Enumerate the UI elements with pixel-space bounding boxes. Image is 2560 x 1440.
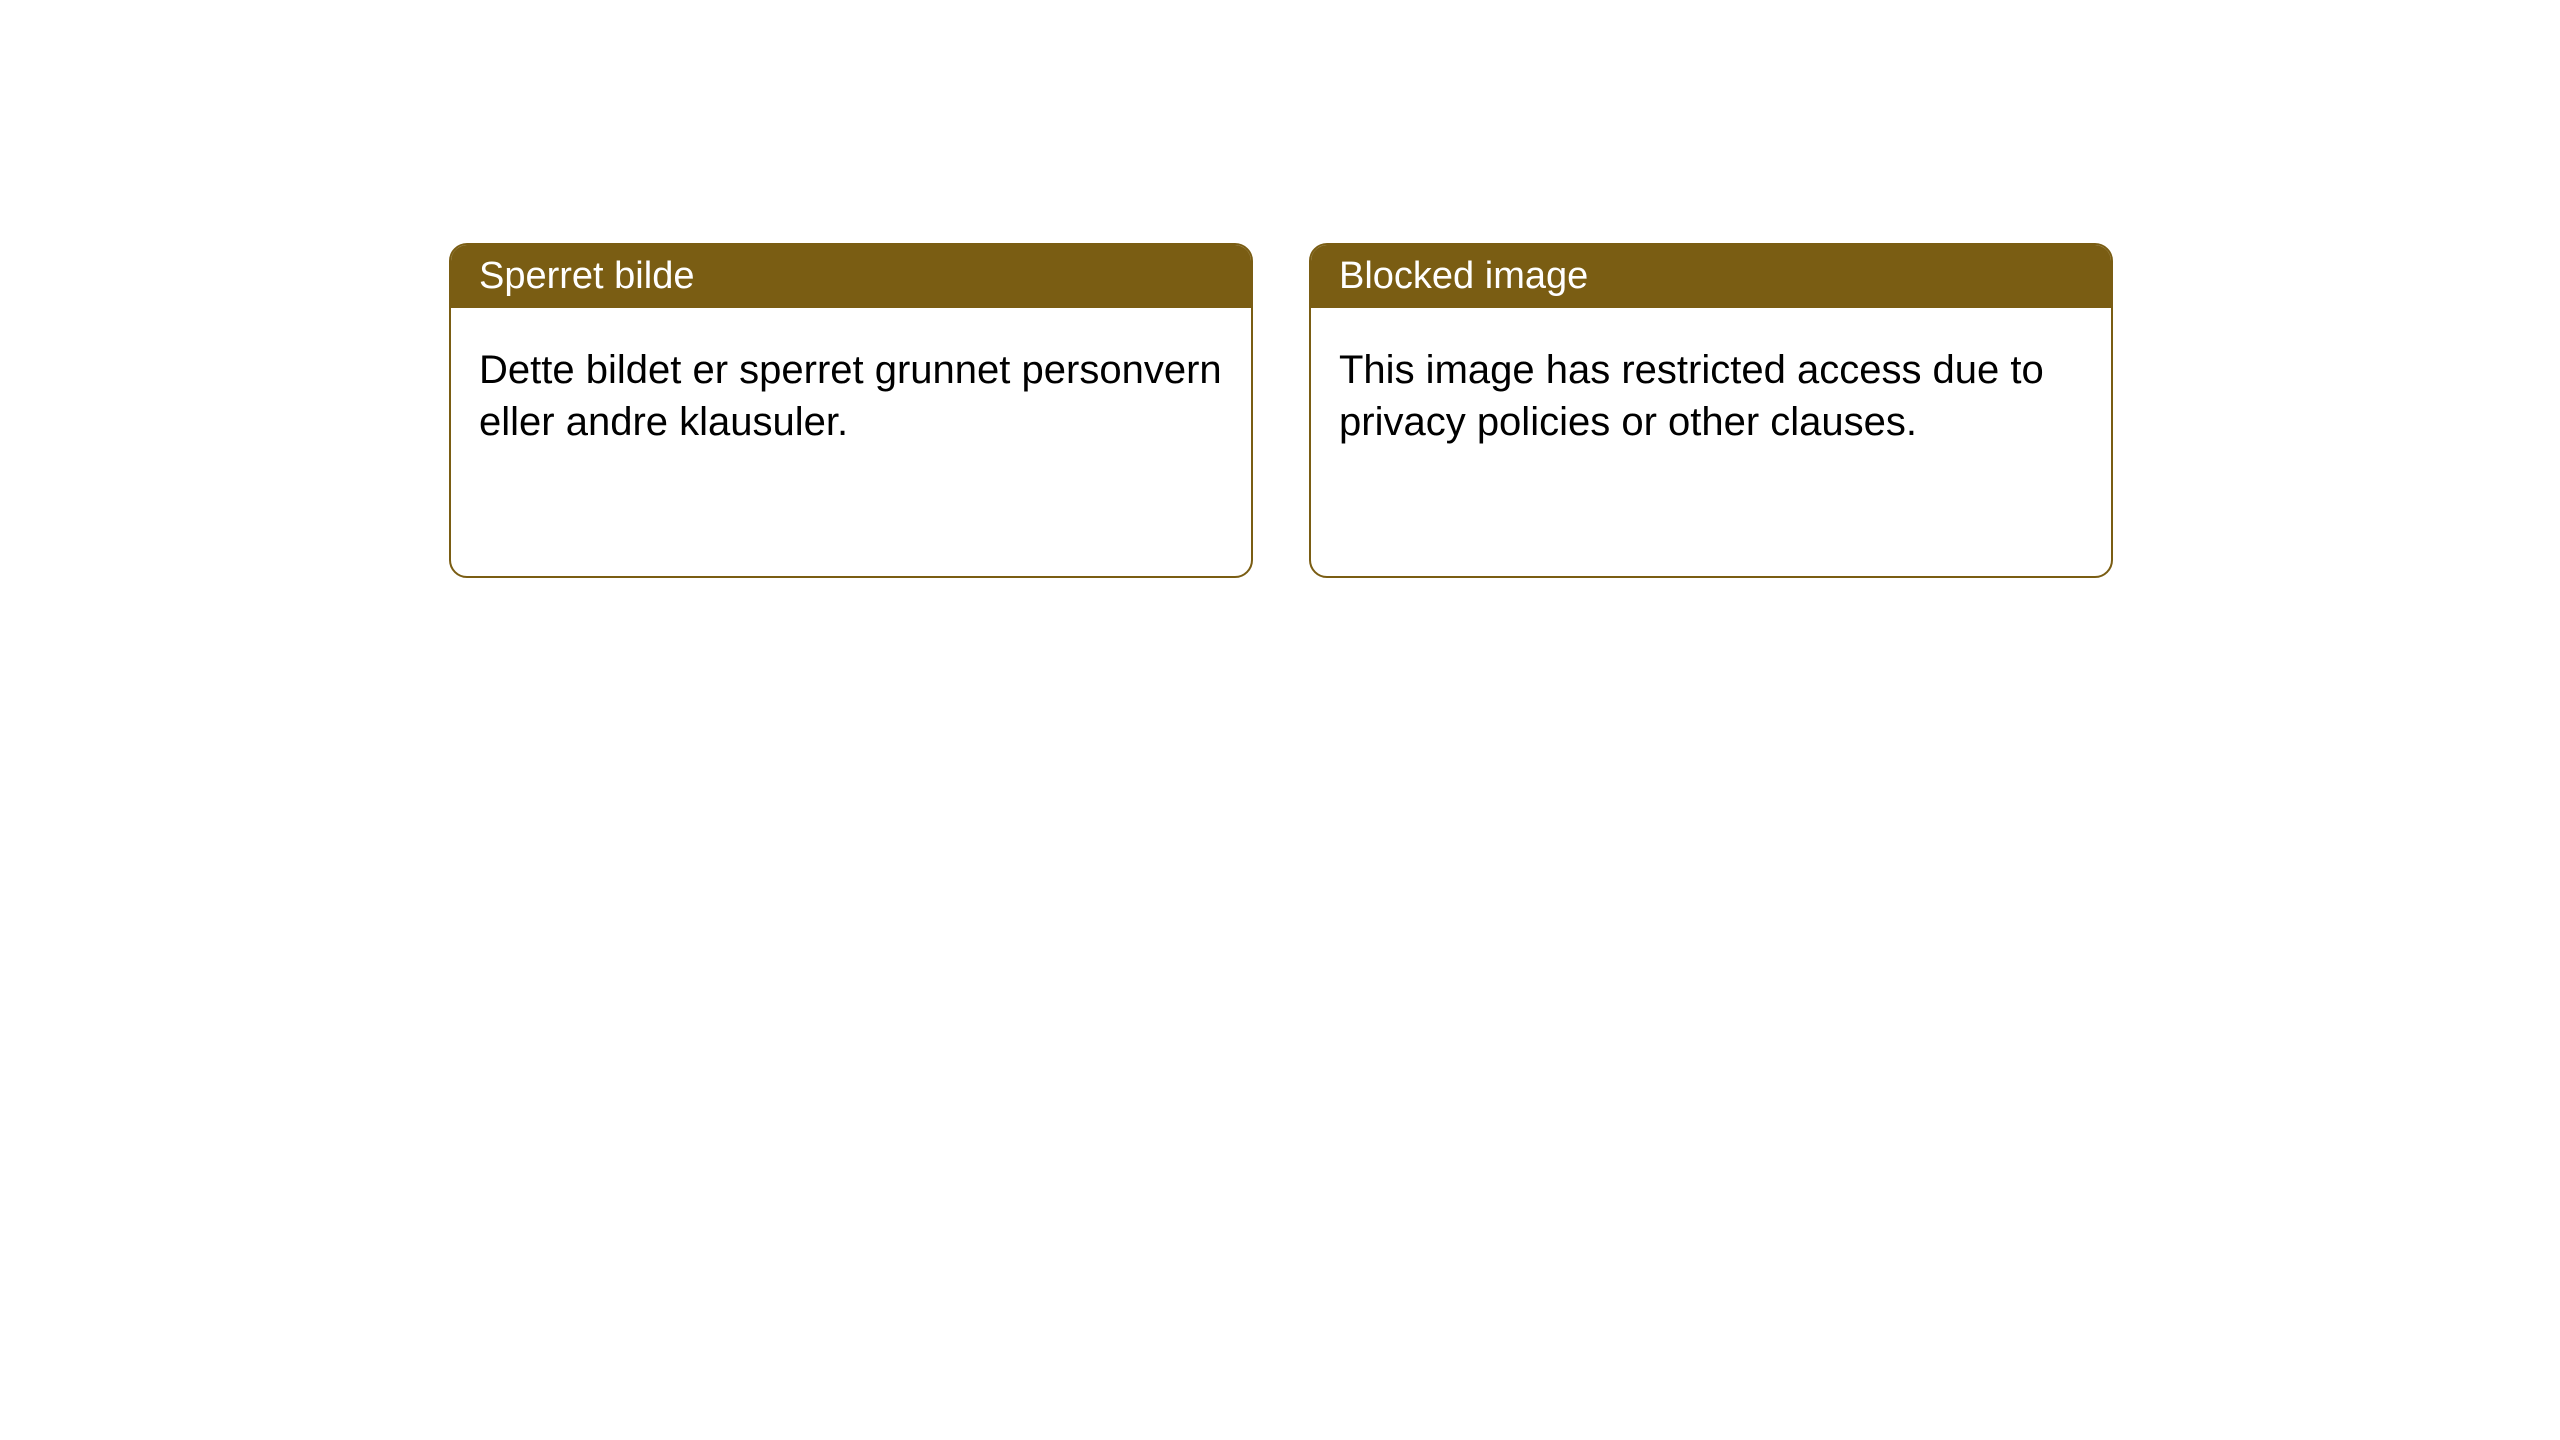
card-title: Blocked image bbox=[1339, 255, 1588, 297]
card-body: Dette bildet er sperret grunnet personve… bbox=[451, 308, 1251, 484]
blocked-image-card-norwegian: Sperret bilde Dette bildet er sperret gr… bbox=[449, 243, 1253, 578]
blocked-image-card-english: Blocked image This image has restricted … bbox=[1309, 243, 2113, 578]
card-header: Blocked image bbox=[1311, 245, 2111, 308]
card-title: Sperret bilde bbox=[479, 255, 694, 297]
card-header: Sperret bilde bbox=[451, 245, 1251, 308]
cards-container: Sperret bilde Dette bildet er sperret gr… bbox=[0, 0, 2560, 578]
card-body: This image has restricted access due to … bbox=[1311, 308, 2111, 484]
card-body-text: Dette bildet er sperret grunnet personve… bbox=[479, 348, 1222, 444]
card-body-text: This image has restricted access due to … bbox=[1339, 348, 2044, 444]
